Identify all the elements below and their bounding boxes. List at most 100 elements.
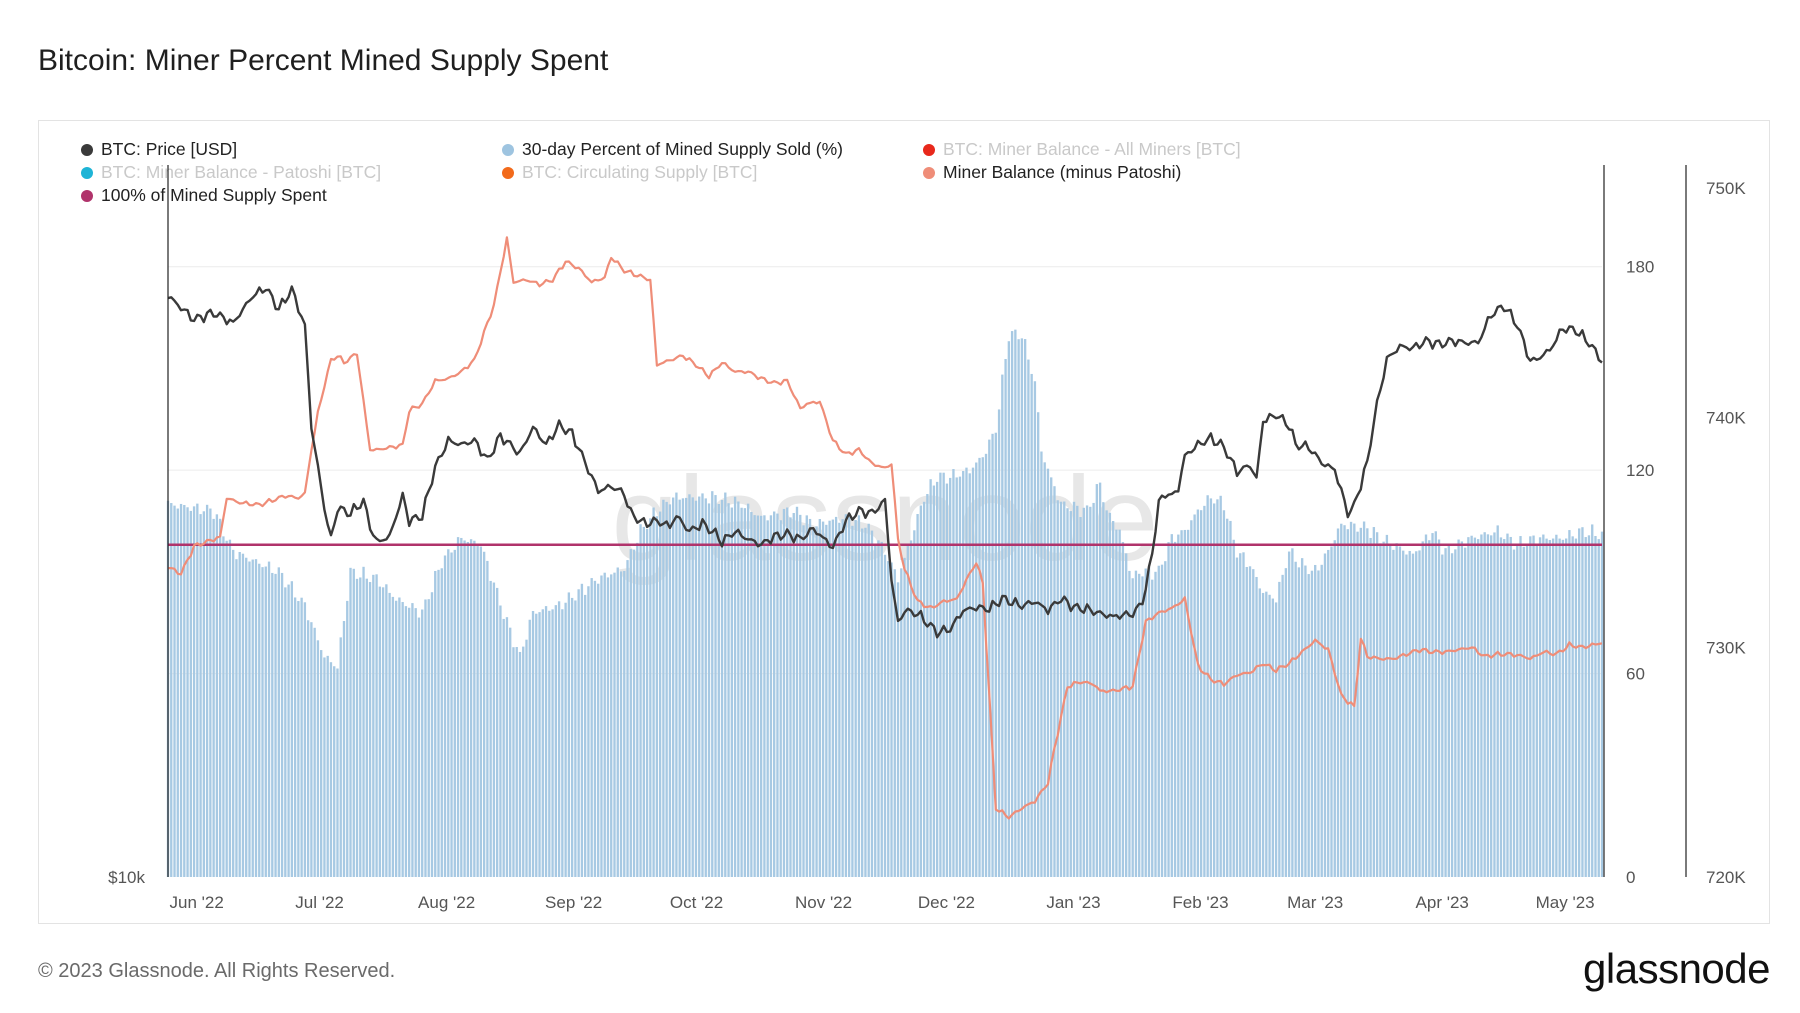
x-tick-label: Apr '23 (1416, 893, 1469, 912)
bar (714, 495, 717, 877)
legend-item-circulating-supply[interactable]: BTC: Circulating Supply [BTC] (502, 162, 757, 183)
bar (505, 617, 509, 877)
bar (877, 540, 880, 877)
bar (694, 500, 698, 877)
bar (1600, 531, 1604, 877)
bar (1128, 570, 1131, 877)
bar (1441, 554, 1444, 877)
bar (1014, 329, 1017, 877)
bar (1545, 538, 1548, 877)
bar (896, 582, 900, 877)
bar (254, 559, 258, 877)
bar (1050, 477, 1053, 877)
bar (1496, 525, 1499, 877)
bar (1447, 544, 1450, 877)
bar (1467, 537, 1470, 877)
bar (613, 572, 616, 877)
bar (303, 602, 307, 877)
bar (1297, 567, 1301, 877)
bar (306, 620, 310, 877)
bar (580, 583, 584, 877)
bar (730, 507, 733, 877)
bar (215, 514, 219, 877)
bar (704, 498, 707, 877)
bar (1180, 530, 1183, 877)
bar (1444, 548, 1447, 877)
bar (352, 568, 355, 877)
bar (1457, 539, 1460, 877)
legend-item-spent-threshold[interactable]: 100% of Mined Supply Spent (81, 185, 327, 206)
bar (1252, 569, 1255, 877)
bar (1248, 566, 1252, 877)
bar (623, 570, 626, 877)
bar (1548, 540, 1552, 877)
bar (1428, 540, 1431, 877)
bar (196, 503, 199, 877)
bar (1134, 570, 1138, 877)
bar (922, 501, 926, 877)
bar (574, 600, 577, 877)
legend-label: BTC: Miner Balance - Patoshi [BTC] (101, 162, 382, 182)
bar (430, 592, 434, 877)
bar (1261, 592, 1265, 877)
bar (691, 497, 694, 877)
bar (1463, 547, 1467, 877)
x-tick-label: Sep '22 (545, 893, 602, 912)
bar (743, 508, 747, 877)
bar (1493, 532, 1496, 877)
bar (518, 651, 522, 877)
bar (1509, 536, 1512, 877)
right-axis-1-tick-label: 180 (1626, 258, 1654, 277)
bar (1356, 531, 1359, 877)
bar (1411, 553, 1415, 877)
bar (1470, 535, 1473, 877)
bar (463, 540, 466, 877)
bar (554, 605, 558, 877)
bar (649, 518, 652, 877)
bar (1287, 551, 1291, 877)
legend-item-supply-sold[interactable]: 30-day Percent of Mined Supply Sold (%) (502, 139, 843, 160)
bar (486, 560, 489, 877)
bar (261, 567, 264, 877)
bar (1362, 521, 1366, 877)
legend-item-miner-balance-minus-patoshi[interactable]: Miner Balance (minus Patoshi) (923, 162, 1181, 183)
bar (544, 606, 548, 877)
bar (782, 508, 786, 877)
bar (1196, 509, 1200, 877)
bar (831, 519, 835, 877)
bar (1173, 541, 1177, 877)
bar (1336, 528, 1340, 877)
bar (779, 520, 782, 877)
bar (434, 570, 437, 877)
bar (1454, 549, 1457, 877)
bar (365, 578, 368, 877)
right-axis-2-tick-label: 750K (1706, 179, 1746, 198)
bar (427, 599, 430, 877)
bar (1359, 527, 1362, 877)
right-axis-1-tick-label: 60 (1626, 665, 1645, 684)
bar (531, 611, 535, 877)
legend-item-price[interactable]: BTC: Price [USD] (81, 139, 237, 160)
bar (1594, 536, 1597, 877)
bar (789, 517, 792, 877)
legend-item-miner-balance-all[interactable]: BTC: Miner Balance - All Miners [BTC] (923, 139, 1241, 160)
bar (1476, 539, 1480, 877)
bar (825, 524, 828, 877)
bar (603, 572, 606, 877)
bar (310, 622, 313, 877)
right-axis-2-tick-label: 730K (1706, 638, 1746, 657)
bar (1480, 534, 1483, 877)
legend-item-miner-balance-patoshi[interactable]: BTC: Miner Balance - Patoshi [BTC] (81, 162, 381, 183)
bar (1379, 543, 1382, 877)
bar (945, 483, 949, 877)
bar (636, 542, 639, 877)
bar (724, 492, 727, 877)
bar (456, 537, 460, 877)
bar (1209, 498, 1213, 877)
bar (903, 557, 906, 877)
bar (984, 453, 988, 877)
bar (1226, 518, 1229, 877)
bar (336, 668, 339, 877)
bar (981, 457, 984, 877)
bar (1229, 520, 1232, 877)
